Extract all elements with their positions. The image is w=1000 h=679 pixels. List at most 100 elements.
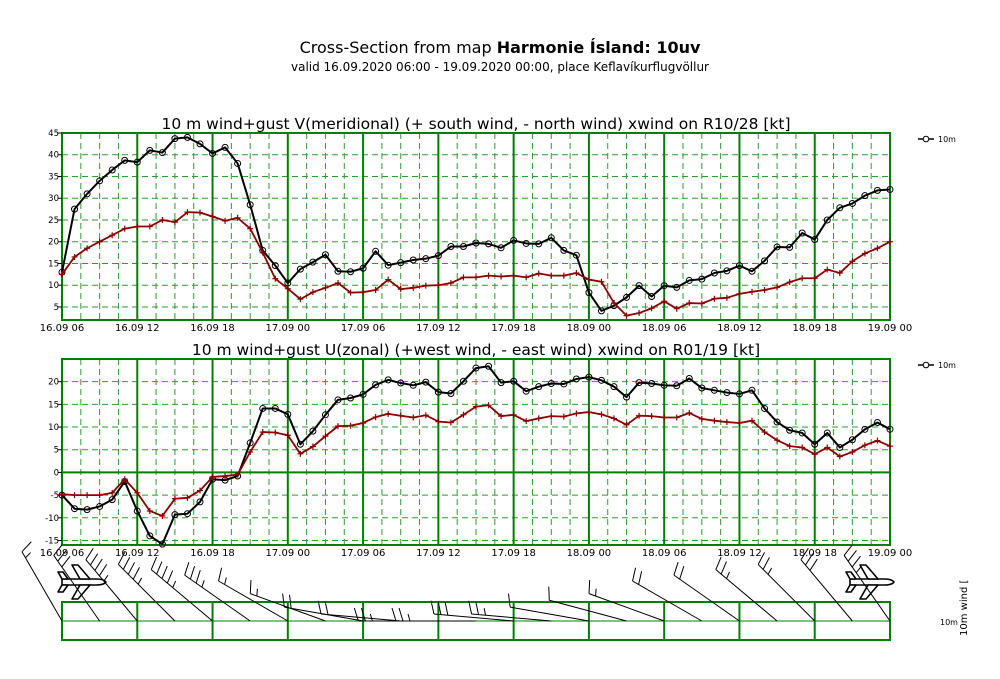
- data-point: [736, 419, 743, 426]
- data-point: [171, 219, 178, 226]
- barb-half-flag: [256, 588, 258, 597]
- barb-flag: [127, 562, 136, 575]
- legend-marker: [922, 135, 930, 143]
- data-point: [660, 381, 668, 389]
- barb-axis-label: 10m: [940, 618, 958, 627]
- data-point: [435, 418, 442, 425]
- data-point: [485, 240, 493, 248]
- barb-flag: [398, 607, 404, 622]
- data-point: [673, 305, 680, 312]
- barb-flag: [588, 580, 591, 594]
- data-point: [397, 412, 404, 419]
- data-point: [585, 289, 593, 297]
- data-point: [811, 275, 818, 282]
- data-point: [385, 410, 392, 417]
- data-point: [773, 418, 781, 426]
- data-point: [284, 410, 292, 418]
- barb-half-flag: [407, 613, 411, 622]
- wind-barb: [757, 552, 816, 622]
- data-point: [360, 289, 367, 296]
- barb-shaft: [184, 574, 251, 622]
- barb-flag: [61, 555, 71, 568]
- barb-shaft: [21, 551, 63, 622]
- data-point: [623, 393, 631, 401]
- data-point: [196, 498, 204, 506]
- data-point: [597, 307, 605, 315]
- data-point: [673, 414, 680, 421]
- x-tick-label: 17.09 18: [491, 323, 536, 334]
- wind-barb: [150, 556, 213, 622]
- data-point: [197, 487, 203, 494]
- x-tick-label: 18.09 00: [567, 548, 612, 559]
- data-point: [710, 386, 718, 394]
- barb-flag: [166, 570, 174, 584]
- x-tick-label: 18.09 00: [567, 323, 612, 334]
- plane-fuselage: [849, 578, 895, 586]
- data-point: [196, 140, 204, 148]
- data-point: [322, 284, 329, 291]
- wind-barb: [548, 586, 627, 622]
- data-point: [786, 426, 794, 434]
- barb-flag: [289, 594, 292, 609]
- data-point: [535, 415, 542, 422]
- barb-half-flag: [224, 577, 227, 585]
- plane-tail-top: [845, 571, 857, 580]
- barb-half-flag: [137, 577, 143, 585]
- data-point: [560, 413, 567, 420]
- barb-flag: [53, 544, 63, 556]
- data-point: [610, 383, 618, 391]
- plane-wing-bottom: [71, 584, 91, 600]
- data-point: [359, 264, 367, 272]
- data-point: [183, 133, 191, 141]
- data-point: [222, 217, 229, 224]
- airplane-icon: [845, 564, 895, 600]
- barb-flag: [391, 607, 397, 622]
- barb-flag: [94, 558, 103, 571]
- barb-shaft: [673, 574, 740, 622]
- barb-flag: [638, 571, 643, 585]
- data-point: [410, 284, 417, 291]
- barb-flag: [475, 601, 480, 615]
- data-point: [811, 451, 818, 458]
- barb-shaft: [632, 580, 703, 622]
- data-point: [735, 262, 743, 270]
- legend-marker: [922, 361, 930, 369]
- wind-barb: [391, 607, 476, 622]
- barb-flag: [762, 557, 770, 570]
- data-point: [59, 491, 65, 498]
- y-tick-label: -5: [51, 491, 59, 501]
- barb-shaft: [715, 569, 778, 622]
- y-tick-label: 10: [48, 281, 59, 291]
- data-point: [660, 282, 668, 290]
- data-point: [510, 236, 518, 244]
- data-point: [874, 437, 881, 444]
- data-point: [848, 199, 856, 207]
- x-tick-label: 16.09 06: [40, 323, 85, 334]
- wind-barb: [632, 567, 703, 622]
- y-tick-label: 20: [48, 378, 59, 388]
- data-point: [497, 244, 505, 252]
- data-point: [234, 159, 242, 167]
- data-point: [397, 286, 404, 293]
- data-point: [171, 495, 178, 502]
- data-point: [761, 429, 768, 436]
- data-point: [548, 413, 555, 420]
- data-point: [334, 396, 342, 404]
- barb-half-flag: [726, 571, 730, 579]
- data-point: [611, 300, 617, 307]
- data-point: [485, 402, 492, 409]
- data-point: [749, 417, 755, 424]
- wind-barb: [117, 552, 176, 622]
- data-point: [685, 276, 693, 284]
- data-point: [121, 476, 128, 483]
- data-point: [434, 252, 442, 260]
- data-point: [522, 239, 530, 247]
- data-point: [861, 192, 869, 200]
- data-point: [723, 389, 731, 397]
- data-point: [83, 190, 91, 198]
- barb-flag: [195, 570, 201, 584]
- barb-flag: [218, 567, 223, 582]
- barb-flag: [468, 600, 473, 615]
- barb-flag: [805, 553, 814, 566]
- wind-barb: [218, 567, 289, 622]
